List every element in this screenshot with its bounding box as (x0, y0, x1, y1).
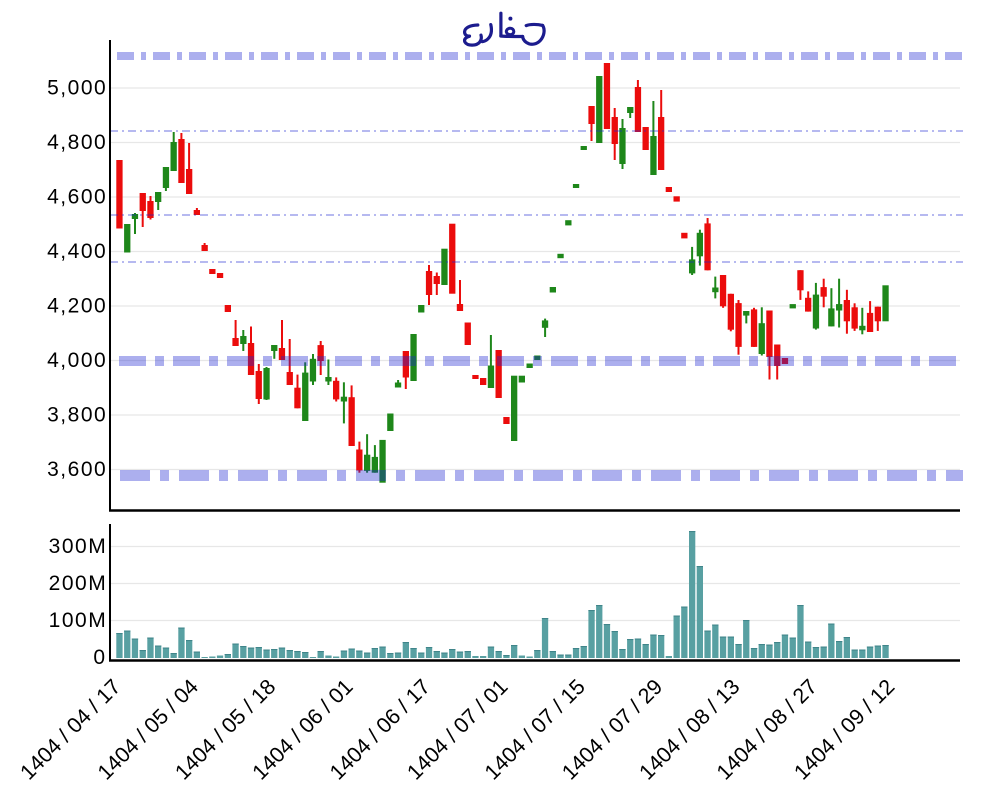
svg-text:3,600: 3,600 (47, 458, 107, 481)
svg-text:5,000: 5,000 (47, 76, 107, 99)
svg-text:4,600: 4,600 (47, 185, 107, 208)
svg-text:4,200: 4,200 (47, 294, 107, 317)
svg-text:100M: 100M (49, 609, 108, 632)
svg-text:4,400: 4,400 (47, 240, 107, 263)
svg-text:3,800: 3,800 (47, 403, 107, 426)
svg-text:4,000: 4,000 (47, 349, 107, 372)
svg-text:4,800: 4,800 (47, 131, 107, 154)
svg-text:200M: 200M (49, 572, 108, 595)
svg-text:300M: 300M (49, 535, 108, 558)
svg-text:0: 0 (93, 646, 105, 669)
